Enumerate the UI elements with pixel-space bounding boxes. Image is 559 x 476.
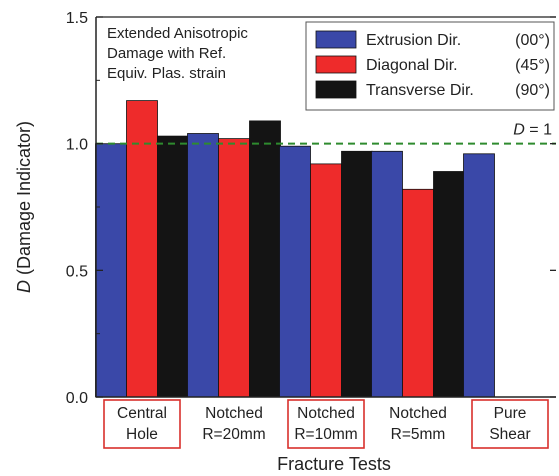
annotation-line: Equiv. Plas. strain bbox=[107, 65, 226, 82]
y-tick-label: 1.0 bbox=[66, 137, 88, 154]
x-category-label: Notched bbox=[205, 405, 263, 422]
legend-swatch bbox=[315, 55, 357, 74]
x-axis-title: Fracture Tests bbox=[277, 454, 391, 474]
x-category-label: Notched bbox=[297, 405, 355, 422]
bar-3-2 bbox=[433, 171, 465, 398]
x-category-label: Notched bbox=[389, 405, 447, 422]
legend-label: Extrusion Dir. bbox=[366, 32, 461, 49]
legend-swatch bbox=[315, 30, 357, 49]
y-tick-label: 1.5 bbox=[66, 10, 88, 27]
legend-angle: (90°) bbox=[515, 82, 550, 99]
y-ticks-group: 0.0 0.5 1.0 1.5 bbox=[66, 10, 556, 407]
category-highlight-box bbox=[287, 399, 365, 449]
x-categories-group: Central Hole Notched R=20mm Notched R=10mm Not… bbox=[103, 399, 549, 449]
reference-label-value: = 1 bbox=[525, 122, 552, 139]
y-axis-title: D (Damage Indicator) bbox=[14, 121, 34, 293]
bar-1-2 bbox=[249, 120, 281, 398]
y-tick-label: 0.0 bbox=[66, 390, 88, 407]
annotation-text: Extended Anisotropic Damage with Ref. Equi… bbox=[107, 25, 248, 82]
x-category-label: Shear bbox=[489, 426, 530, 443]
reference-line-label: D = 1 bbox=[513, 122, 552, 139]
legend-angle: (45°) bbox=[515, 57, 550, 74]
legend: Extrusion Dir. (00°) Diagonal Dir. (45°) Tra… bbox=[305, 21, 555, 111]
bar-1-0 bbox=[187, 133, 219, 398]
bar-4-0 bbox=[463, 153, 495, 398]
bar-3-1 bbox=[402, 188, 434, 398]
bar-3-0 bbox=[371, 150, 403, 398]
y-axis-title-symbol: D bbox=[14, 280, 34, 293]
bar-2-2 bbox=[341, 150, 373, 398]
x-category-label: Pure bbox=[494, 405, 527, 422]
y-axis-title-rest: (Damage Indicator) bbox=[14, 121, 34, 280]
legend-label: Diagonal Dir. bbox=[366, 57, 458, 74]
x-category-label: Hole bbox=[126, 426, 158, 443]
category-highlight-box bbox=[103, 399, 181, 449]
x-category-label: R=5mm bbox=[391, 426, 446, 443]
annotation-line: Extended Anisotropic bbox=[107, 25, 248, 42]
x-category-label: Central bbox=[117, 405, 167, 422]
y-tick-label: 0.5 bbox=[66, 263, 88, 280]
reference-label-symbol: D bbox=[513, 122, 525, 139]
bar-2-1 bbox=[310, 163, 342, 398]
legend-swatch bbox=[315, 80, 357, 99]
bar-0-2 bbox=[157, 135, 189, 398]
legend-angle: (00°) bbox=[515, 32, 550, 49]
legend-label: Transverse Dir. bbox=[366, 82, 474, 99]
x-category-label: R=10mm bbox=[294, 426, 357, 443]
bar-2-0 bbox=[279, 145, 311, 398]
bar-1-1 bbox=[218, 138, 250, 398]
bars-group bbox=[95, 100, 495, 398]
bar-0-1 bbox=[126, 100, 158, 398]
x-category-label: R=20mm bbox=[202, 426, 265, 443]
annotation-line: Damage with Ref. bbox=[107, 45, 226, 62]
category-highlight-box bbox=[471, 399, 549, 449]
